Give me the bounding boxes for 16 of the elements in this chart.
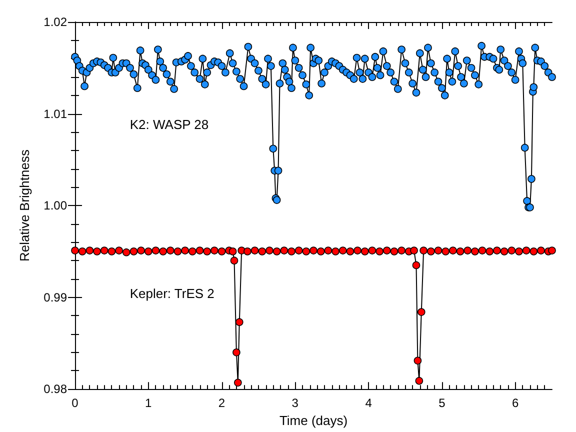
- y-tick-label: 1.00: [44, 198, 68, 213]
- x-axis-title: Time (days): [279, 413, 348, 428]
- x-tick-label: 6: [512, 396, 519, 410]
- text: K2: WASP 28: [130, 117, 209, 132]
- y-tick-label: 0.99: [44, 290, 68, 304]
- series-label: Kepler: TrES 2: [130, 286, 214, 301]
- y-tick-label: 1.02: [44, 15, 68, 29]
- x-tick-label: 3: [292, 396, 299, 410]
- y-tick-label: 1.01: [44, 106, 68, 121]
- x-tick-label: 2: [218, 396, 226, 410]
- y-tick-label: 0.98: [44, 382, 68, 396]
- x-tick-label: 4: [365, 396, 372, 410]
- y-axis-title: Relative Brightness: [17, 149, 32, 262]
- x-tick-label: 0: [72, 396, 79, 410]
- x-tick-label: 5: [438, 396, 446, 410]
- x-tick-label: 1: [145, 396, 152, 410]
